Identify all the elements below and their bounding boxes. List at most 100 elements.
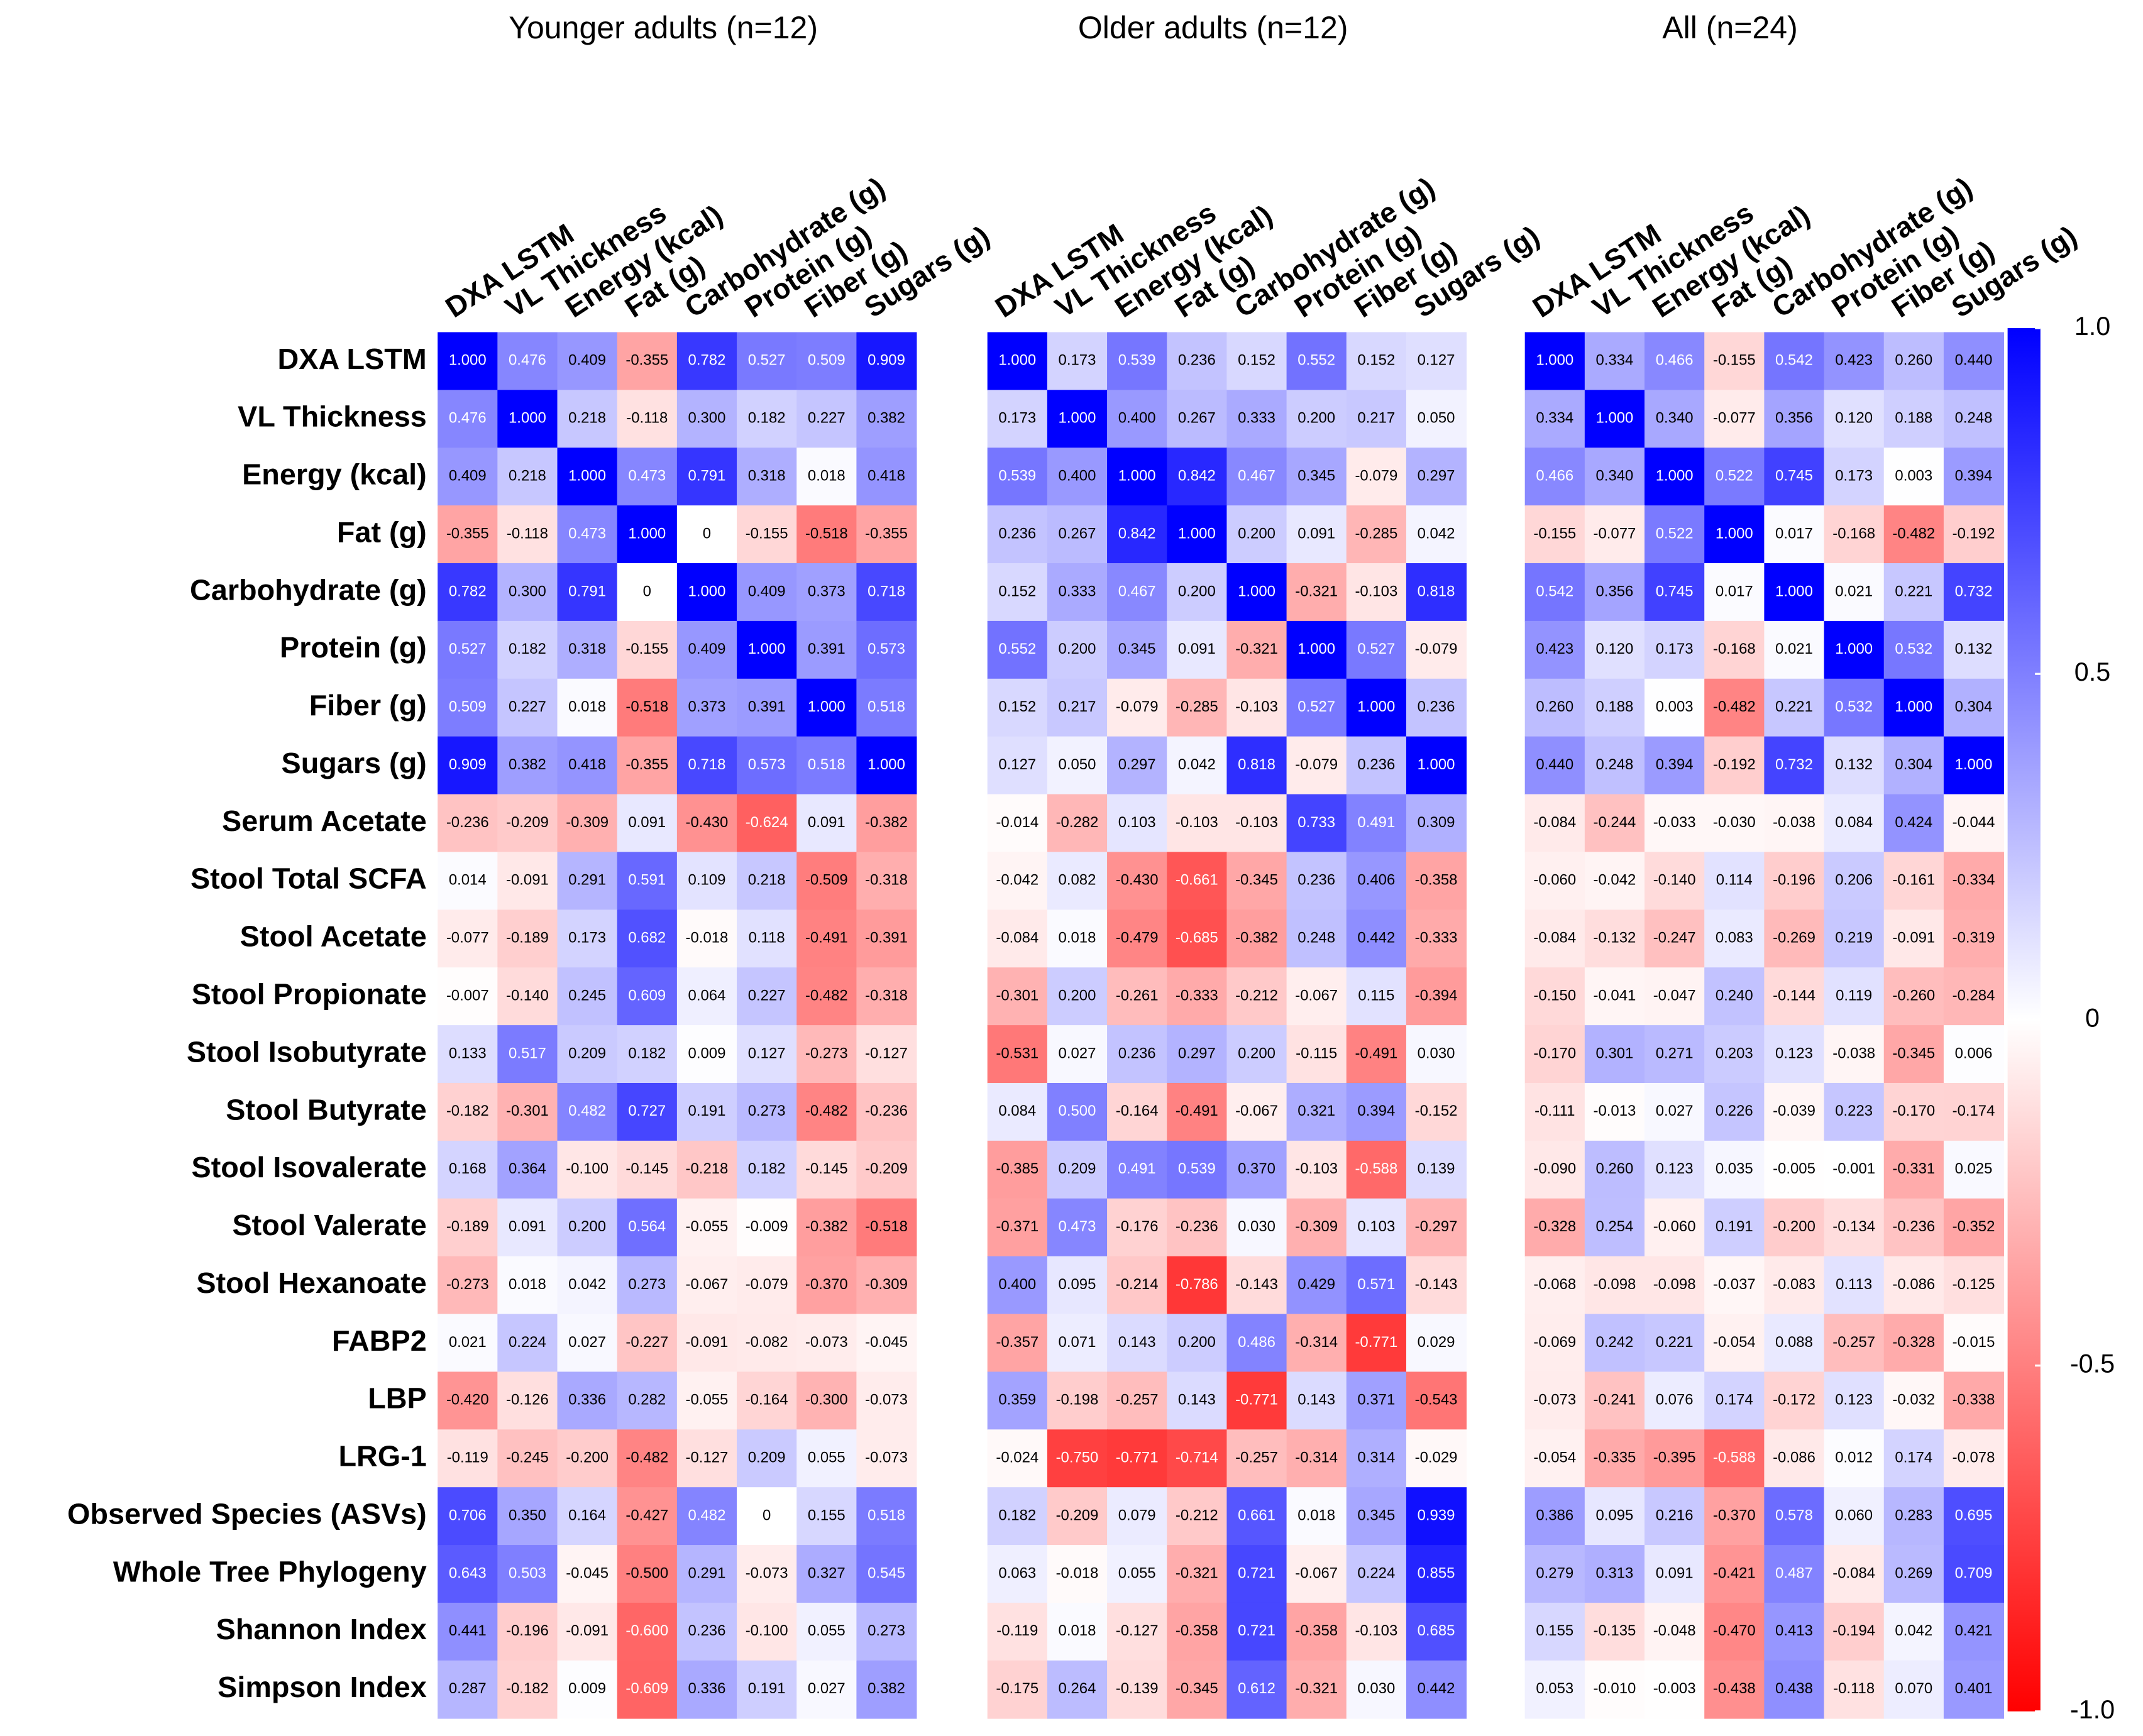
heatmap-cell xyxy=(1824,1487,1885,1546)
cell-label: 0.133 xyxy=(449,1045,487,1062)
heatmap-cell xyxy=(1226,967,1287,1026)
cell-label: -0.118 xyxy=(507,525,548,542)
cell-label: -0.084 xyxy=(1533,930,1576,947)
cell-label: -0.685 xyxy=(1176,930,1218,947)
colorbar-tick-label: 0 xyxy=(2085,1003,2100,1032)
cell-label: 0.791 xyxy=(568,583,606,600)
cell-label: -0.140 xyxy=(506,987,549,1004)
heatmap-cell xyxy=(1704,332,1765,391)
heatmap-cell xyxy=(856,909,917,969)
heatmap-cell xyxy=(617,1082,678,1141)
heatmap-cell xyxy=(1644,1602,1705,1661)
cell-label: -0.382 xyxy=(805,1218,848,1235)
cell-label: 0.356 xyxy=(1596,583,1634,600)
heatmap-cell xyxy=(557,505,618,564)
heatmap-cell xyxy=(676,1025,737,1084)
heatmap-cell xyxy=(1047,1371,1108,1431)
cell-label: 0.855 xyxy=(1418,1564,1455,1581)
cell-label: 0.527 xyxy=(449,640,487,657)
heatmap-cell xyxy=(438,1429,499,1488)
heatmap-cell xyxy=(557,448,618,507)
cell-label: -0.771 xyxy=(1116,1449,1159,1466)
cell-label: -0.309 xyxy=(566,814,609,831)
heatmap-cell xyxy=(1406,1082,1467,1141)
heatmap-cell xyxy=(796,1487,857,1546)
heatmap-cell xyxy=(497,1198,558,1257)
cell-label: 0.218 xyxy=(568,410,606,427)
cell-label: 0.003 xyxy=(1895,468,1932,485)
heatmap-cell xyxy=(1524,1140,1585,1199)
heatmap-cell xyxy=(737,909,798,969)
cell-label: -0.164 xyxy=(746,1392,788,1409)
heatmap-cell xyxy=(438,1198,499,1257)
heatmap-cell xyxy=(617,563,678,622)
cell-label: -0.145 xyxy=(625,1160,668,1177)
heatmap-cell xyxy=(1584,1660,1645,1719)
cell-label: 0.542 xyxy=(1775,352,1813,369)
cell-label: 0.532 xyxy=(1835,698,1873,715)
heatmap-cell xyxy=(1943,448,2004,507)
cell-label: -0.227 xyxy=(625,1334,668,1351)
heatmap-cell xyxy=(1943,1256,2004,1315)
cell-label: 0.301 xyxy=(1596,1045,1634,1062)
heatmap-cell xyxy=(1704,967,1765,1026)
heatmap-cell xyxy=(1704,736,1765,795)
cell-label: 0.442 xyxy=(1418,1680,1455,1697)
cell-label: 0.173 xyxy=(998,410,1036,427)
cell-label: 0.217 xyxy=(1059,698,1096,715)
heatmap-cell xyxy=(1704,1314,1765,1373)
cell-label: 0.297 xyxy=(1178,1045,1216,1062)
heatmap-cell xyxy=(987,1025,1048,1084)
cell-label: 0.509 xyxy=(449,698,487,715)
cell-label: -0.285 xyxy=(1355,525,1397,542)
cell-label: 0.240 xyxy=(1716,987,1753,1004)
heatmap-cell xyxy=(1943,1140,2004,1199)
heatmap-cell xyxy=(1584,332,1645,391)
heatmap-cell xyxy=(1226,1371,1287,1431)
cell-label: -0.024 xyxy=(996,1449,1038,1466)
cell-label: -0.352 xyxy=(1953,1218,1995,1235)
heatmap-cell xyxy=(1883,390,1944,449)
cell-label: -0.196 xyxy=(1773,872,1815,889)
heatmap-cell xyxy=(1824,1198,1885,1257)
heatmap-cell xyxy=(987,1660,1048,1719)
cell-label: 1.000 xyxy=(449,352,487,369)
heatmap-cell xyxy=(1704,1198,1765,1257)
heatmap-cell xyxy=(676,1082,737,1141)
heatmap-cell xyxy=(796,1545,857,1603)
heatmap-cell xyxy=(1167,678,1228,737)
cell-label: 0.318 xyxy=(568,640,606,657)
cell-label: 0.409 xyxy=(748,583,786,600)
heatmap-cell xyxy=(1107,1487,1168,1546)
cell-label: -0.010 xyxy=(1594,1680,1636,1697)
cell-label: -0.135 xyxy=(1594,1622,1636,1639)
heatmap-cell xyxy=(987,1082,1048,1141)
cell-label: -0.335 xyxy=(1594,1449,1636,1466)
heatmap-cell xyxy=(737,1602,798,1661)
heatmap-cell xyxy=(1167,1660,1228,1719)
cell-label: 0.118 xyxy=(749,930,785,947)
heatmap-cell xyxy=(737,620,798,679)
cell-label: -0.430 xyxy=(686,814,729,831)
cell-label: -0.144 xyxy=(1773,987,1815,1004)
cell-label: 0.254 xyxy=(1596,1218,1634,1235)
cell-label: 0.313 xyxy=(1596,1564,1634,1581)
heatmap-cell xyxy=(1524,505,1585,564)
heatmap-cell xyxy=(1047,1198,1108,1257)
cell-label: 0.314 xyxy=(1357,1449,1395,1466)
cell-label: 0.473 xyxy=(628,468,666,485)
heatmap-cell xyxy=(856,967,917,1026)
cell-label: 0.030 xyxy=(1238,1218,1275,1235)
heatmap-cell xyxy=(1346,1256,1407,1315)
cell-label: -0.091 xyxy=(686,1334,729,1351)
heatmap-cell xyxy=(1584,390,1645,449)
cell-label: -0.127 xyxy=(686,1449,729,1466)
heatmap-cell xyxy=(1167,794,1228,853)
cell-label: 0.115 xyxy=(1358,987,1394,1004)
row-label: Whole Tree Phylogeny xyxy=(113,1555,427,1588)
heatmap-cell xyxy=(796,1371,857,1431)
cell-label: 0.127 xyxy=(998,756,1036,773)
heatmap-cell xyxy=(1943,1025,2004,1084)
heatmap-cell xyxy=(1584,1429,1645,1488)
cell-label: 0.400 xyxy=(998,1276,1036,1293)
